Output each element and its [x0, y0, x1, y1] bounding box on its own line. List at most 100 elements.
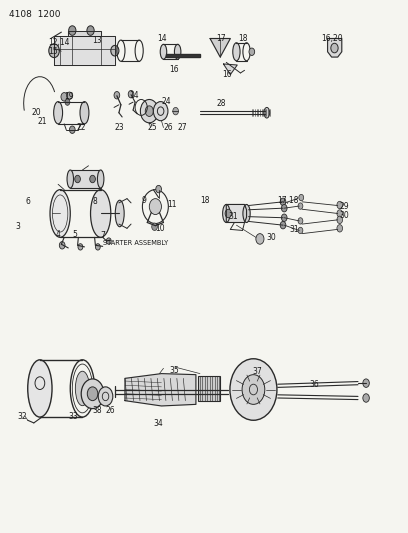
Text: 18: 18: [238, 34, 248, 43]
Circle shape: [69, 26, 76, 35]
Text: 6: 6: [26, 197, 31, 206]
Circle shape: [95, 244, 100, 250]
Text: 23: 23: [115, 123, 124, 132]
Circle shape: [59, 241, 65, 249]
Text: 32: 32: [18, 411, 27, 421]
Ellipse shape: [174, 44, 181, 59]
Circle shape: [87, 387, 98, 401]
Ellipse shape: [223, 205, 230, 222]
Polygon shape: [224, 64, 237, 75]
Ellipse shape: [98, 170, 104, 188]
Text: 21: 21: [38, 117, 47, 126]
Circle shape: [149, 199, 162, 215]
Circle shape: [337, 210, 343, 217]
Text: 16: 16: [222, 70, 232, 79]
Circle shape: [67, 92, 72, 100]
Text: 26: 26: [106, 406, 115, 415]
Circle shape: [128, 91, 134, 98]
Circle shape: [230, 359, 277, 420]
Circle shape: [61, 93, 67, 101]
Circle shape: [256, 233, 264, 244]
Text: 27: 27: [177, 123, 187, 132]
Text: 8: 8: [93, 197, 98, 206]
Text: 3: 3: [16, 222, 20, 231]
Polygon shape: [125, 374, 196, 406]
Circle shape: [145, 106, 153, 116]
Circle shape: [111, 45, 119, 56]
Polygon shape: [226, 205, 246, 222]
Circle shape: [140, 100, 158, 123]
Circle shape: [153, 102, 168, 120]
Text: 30: 30: [267, 233, 277, 242]
Text: 11: 11: [168, 200, 177, 209]
Text: 26: 26: [164, 123, 173, 132]
Text: 16,20: 16,20: [322, 34, 343, 43]
Text: 31: 31: [289, 225, 299, 234]
Text: 18: 18: [200, 196, 209, 205]
Text: 29: 29: [340, 202, 349, 211]
Bar: [70, 170, 101, 188]
Circle shape: [106, 238, 111, 244]
Circle shape: [337, 201, 343, 209]
Circle shape: [75, 175, 80, 183]
Text: 13: 13: [93, 36, 102, 45]
Ellipse shape: [160, 44, 167, 59]
Ellipse shape: [80, 102, 89, 124]
Text: 7: 7: [101, 231, 106, 240]
Circle shape: [173, 108, 178, 115]
Text: 19: 19: [64, 92, 74, 101]
Circle shape: [152, 223, 157, 230]
Circle shape: [225, 209, 232, 217]
Text: 15: 15: [48, 47, 58, 56]
Text: 16: 16: [170, 64, 179, 74]
Text: 14: 14: [157, 34, 167, 43]
Text: 24: 24: [162, 96, 171, 106]
Text: 37: 37: [253, 367, 262, 376]
Circle shape: [242, 375, 265, 405]
Ellipse shape: [28, 360, 52, 417]
Circle shape: [87, 26, 94, 35]
Polygon shape: [54, 36, 115, 65]
Circle shape: [98, 387, 113, 406]
Circle shape: [298, 227, 303, 233]
Polygon shape: [328, 38, 342, 57]
Text: 22: 22: [76, 123, 86, 132]
Text: 17: 17: [216, 34, 226, 43]
Text: 25: 25: [147, 123, 157, 132]
Text: 38: 38: [93, 406, 102, 415]
Text: 33: 33: [68, 411, 78, 421]
Polygon shape: [68, 30, 101, 36]
Bar: [198, 376, 220, 401]
Text: 30: 30: [340, 211, 350, 220]
Circle shape: [280, 198, 286, 206]
Circle shape: [156, 185, 162, 193]
Ellipse shape: [50, 190, 70, 237]
Ellipse shape: [54, 102, 62, 124]
Ellipse shape: [91, 190, 111, 237]
Circle shape: [298, 217, 303, 224]
Text: 5: 5: [72, 230, 77, 239]
Circle shape: [363, 379, 369, 387]
Polygon shape: [166, 54, 200, 57]
Circle shape: [331, 43, 338, 53]
Circle shape: [298, 203, 303, 209]
Circle shape: [299, 195, 304, 201]
Ellipse shape: [264, 108, 270, 118]
Text: 28: 28: [216, 99, 226, 108]
Text: 9: 9: [141, 196, 146, 205]
Circle shape: [282, 205, 287, 212]
Circle shape: [81, 379, 104, 409]
Polygon shape: [210, 38, 231, 57]
Text: 12,14: 12,14: [48, 38, 69, 47]
Text: STARTER ASSEMBLY: STARTER ASSEMBLY: [103, 240, 168, 246]
Text: 10: 10: [155, 224, 165, 233]
Text: 36: 36: [309, 379, 319, 389]
Circle shape: [363, 394, 369, 402]
Text: 31: 31: [228, 212, 238, 221]
Circle shape: [65, 99, 70, 106]
Text: 20: 20: [32, 108, 41, 117]
Circle shape: [114, 92, 120, 99]
Circle shape: [90, 175, 95, 183]
Circle shape: [78, 244, 83, 250]
Text: 14: 14: [129, 91, 139, 100]
